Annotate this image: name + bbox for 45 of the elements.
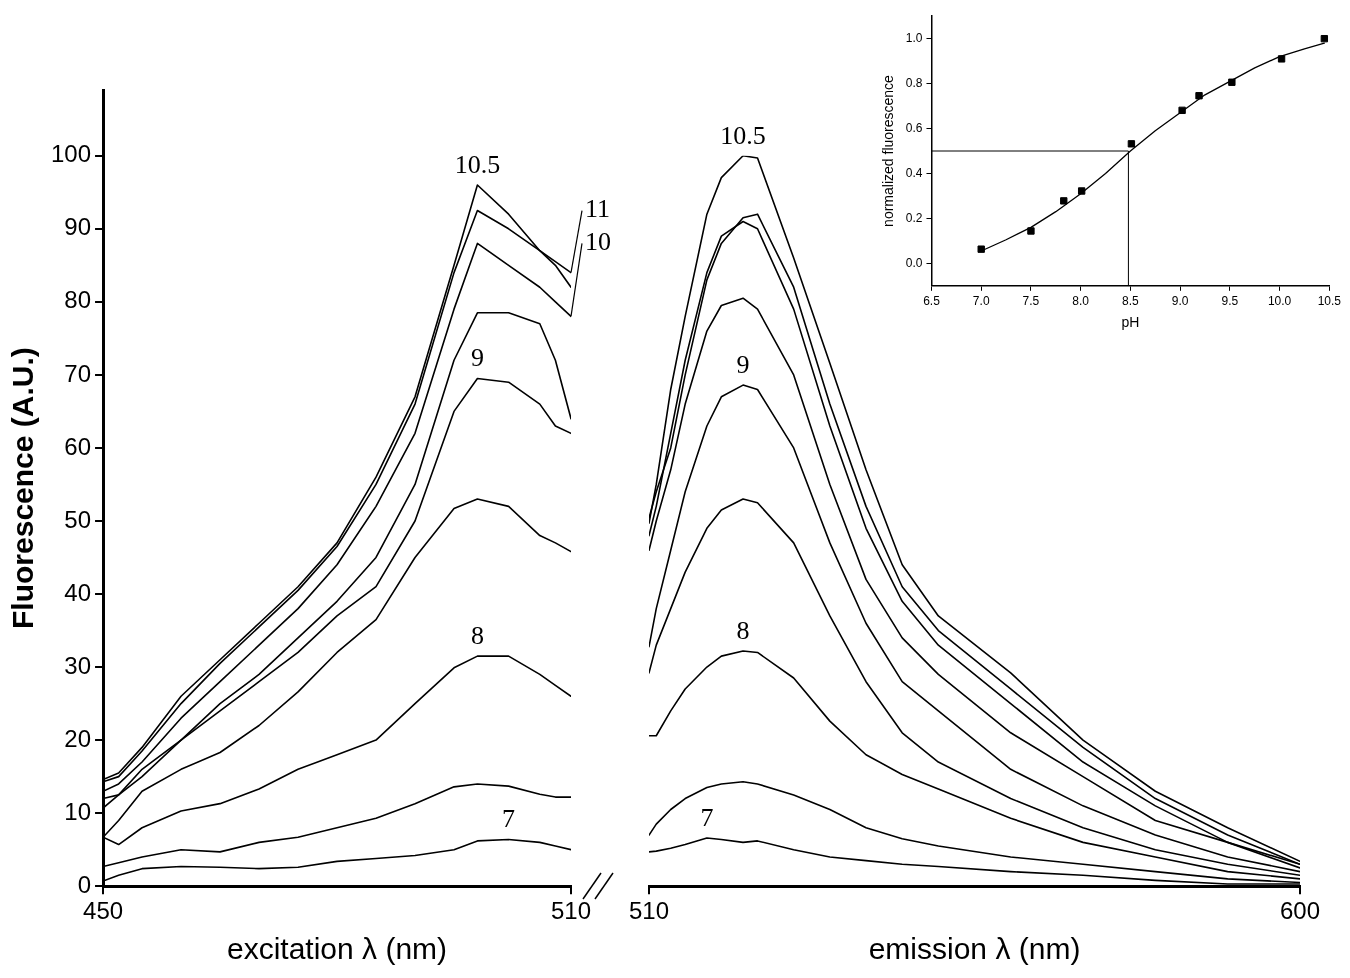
y-tick-label: 0.8 [905,75,923,90]
y-tick-label: 30 [64,651,92,679]
x-tick-label: 600 [1279,897,1321,925]
x-tick-label: 450 [83,897,124,925]
x-tick-label: 9.5 [1221,294,1239,309]
series-label: 11 [585,194,611,224]
x-tick-label: 8.0 [1072,294,1090,309]
series-label: 9 [470,343,484,373]
y-tick-label: 0.2 [905,210,923,225]
y-tick-label: 0.6 [905,120,923,135]
x-tick-label: 7.0 [972,294,990,309]
series-label: 8 [470,620,484,650]
x-tick-label: 510 [629,897,670,925]
y-tick-label: 80 [64,286,92,314]
text: 10 [585,227,611,257]
x-tick-label: 8.5 [1122,294,1140,309]
y-tick-label: 40 [64,578,92,606]
y-axis-title: Fluorescence (A.U.) [6,347,40,629]
x-tick-label: 510 [550,897,592,925]
x-tick-label: 7.5 [1022,294,1040,309]
x-tick-label: 10.5 [1317,294,1342,309]
y-tick-label: 90 [64,213,92,241]
x-tick-label: 6.5 [923,294,941,309]
x-tick-label: 9.0 [1171,294,1189,309]
y-tick-label: 100 [51,140,92,168]
y-tick-label: 0 [77,870,92,898]
series-label: 10.5 [454,149,501,179]
series-label: 9 [736,349,750,379]
x-axis-title: pH [1121,314,1140,331]
y-tick-label: 70 [64,359,92,387]
y-axis-title: normalized fluorescence [880,74,897,227]
x-axis-title: emission λ (nm) [868,932,1081,966]
series-label: 7 [502,804,516,834]
series-label: 8 [736,615,750,645]
x-axis-title: excitation λ (nm) [226,932,448,966]
x-tick-label: 10.0 [1267,294,1292,309]
y-tick-label: 50 [64,505,92,533]
y-tick-label: 60 [64,432,92,460]
y-tick-label: 10 [64,797,92,825]
y-tick-label: 0.0 [905,255,923,270]
y-tick-label: 0.4 [905,165,923,180]
series-label: 7 [700,802,714,832]
series-label: 10.5 [720,120,766,150]
y-tick-label: 20 [64,724,92,752]
y-tick-label: 1.0 [905,30,923,45]
